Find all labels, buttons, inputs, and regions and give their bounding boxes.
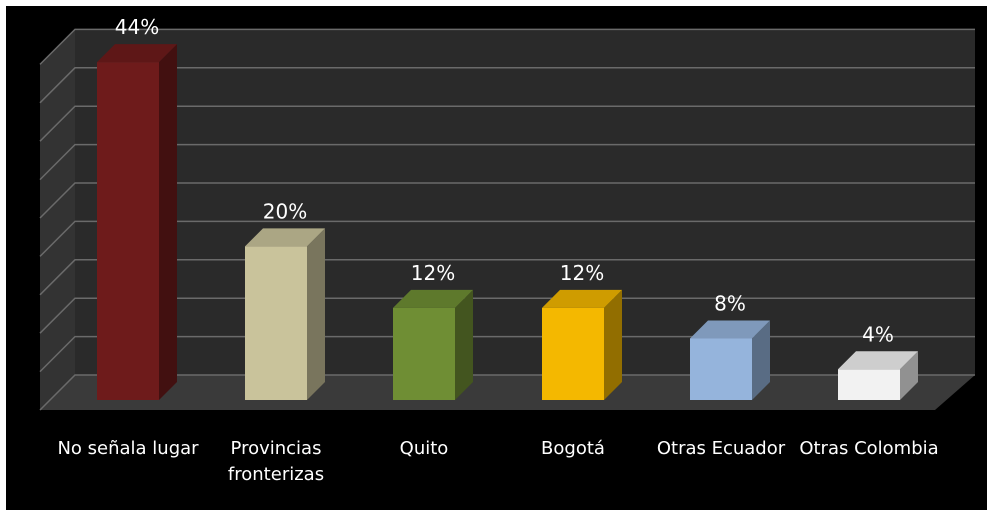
bar-top xyxy=(245,228,325,247)
bar-side xyxy=(159,44,177,400)
x-tick-label: Quito xyxy=(399,438,449,459)
x-tick-label: Otras Colombia xyxy=(799,438,939,459)
bar-side xyxy=(455,289,473,400)
bar-front xyxy=(542,307,604,400)
grid-line xyxy=(39,105,975,142)
value-label: 4% xyxy=(862,322,894,346)
side-wall xyxy=(40,29,75,410)
bar-front xyxy=(838,369,900,400)
value-label: 8% xyxy=(714,292,746,316)
bar-top xyxy=(542,289,622,308)
bar-side xyxy=(900,351,918,400)
value-label: 44% xyxy=(115,15,159,39)
bar-front xyxy=(690,338,752,400)
x-tick-label: Bogotá xyxy=(541,438,605,459)
value-label: 20% xyxy=(263,199,307,223)
bar xyxy=(838,351,918,400)
value-label: 12% xyxy=(411,261,455,285)
bar-top xyxy=(690,320,770,339)
back-wall xyxy=(75,29,975,375)
bar-front xyxy=(393,307,455,400)
bar xyxy=(97,44,177,400)
bar xyxy=(245,228,325,400)
bar xyxy=(542,289,622,400)
bar-side xyxy=(307,228,325,400)
grid-line xyxy=(39,143,975,181)
grid-line xyxy=(39,220,975,257)
bar-top xyxy=(393,289,473,308)
bar xyxy=(690,320,770,400)
bar-top xyxy=(97,44,177,63)
bar-front xyxy=(245,246,307,400)
grid-line xyxy=(39,182,975,219)
value-label: 12% xyxy=(560,261,604,285)
bar-side xyxy=(604,289,622,400)
bar-front xyxy=(97,62,159,400)
grid-line xyxy=(39,28,975,65)
grid-line xyxy=(39,67,975,104)
bar-side xyxy=(752,320,770,400)
bar-top xyxy=(838,351,918,370)
x-tick-label: Provincias fronterizas xyxy=(227,438,325,485)
grid-line xyxy=(39,259,975,296)
grid-line xyxy=(39,374,975,411)
floor xyxy=(40,375,975,410)
x-tick-label: No señala lugar xyxy=(57,438,199,459)
x-tick-label: Otras Ecuador xyxy=(656,438,786,459)
grid-line xyxy=(39,297,975,334)
grid-line xyxy=(39,335,975,373)
bar xyxy=(393,289,473,400)
